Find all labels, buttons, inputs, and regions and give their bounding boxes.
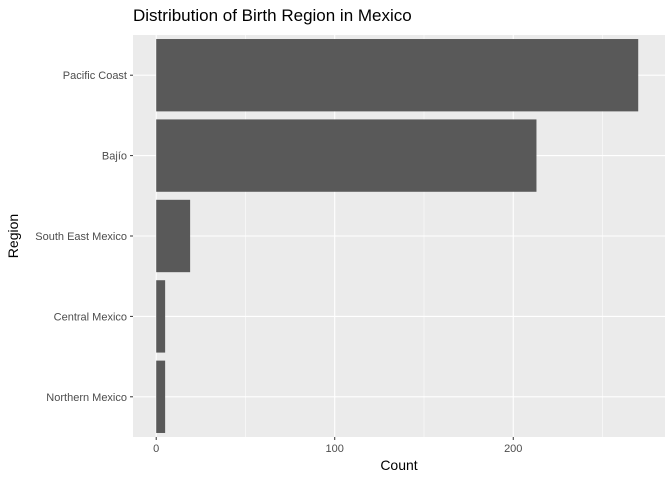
- bar-3: [156, 280, 166, 353]
- y-tick-label: Northern Mexico: [46, 392, 127, 404]
- y-tick-label: South East Mexico: [35, 231, 127, 243]
- y-axis-title: Region: [5, 214, 21, 258]
- bar-4: [156, 360, 166, 433]
- y-tick-label: Bajío: [102, 151, 127, 163]
- x-tick-label: 0: [153, 443, 159, 455]
- y-tick-label: Central Mexico: [54, 311, 127, 323]
- bars: [156, 39, 639, 433]
- x-axis: 0 100 200: [153, 437, 522, 455]
- x-axis-title: Count: [380, 457, 417, 473]
- y-tick-label: Pacific Coast: [63, 70, 127, 82]
- y-axis: Pacific Coast Bajío South East Mexico Centr…: [35, 70, 133, 404]
- bar-1: [156, 119, 537, 192]
- x-tick-label: 200: [504, 443, 522, 455]
- chart-title: Distribution of Birth Region in Mexico: [133, 6, 412, 25]
- bar-0: [156, 39, 639, 112]
- x-tick-label: 100: [326, 443, 344, 455]
- bar-2: [156, 199, 191, 273]
